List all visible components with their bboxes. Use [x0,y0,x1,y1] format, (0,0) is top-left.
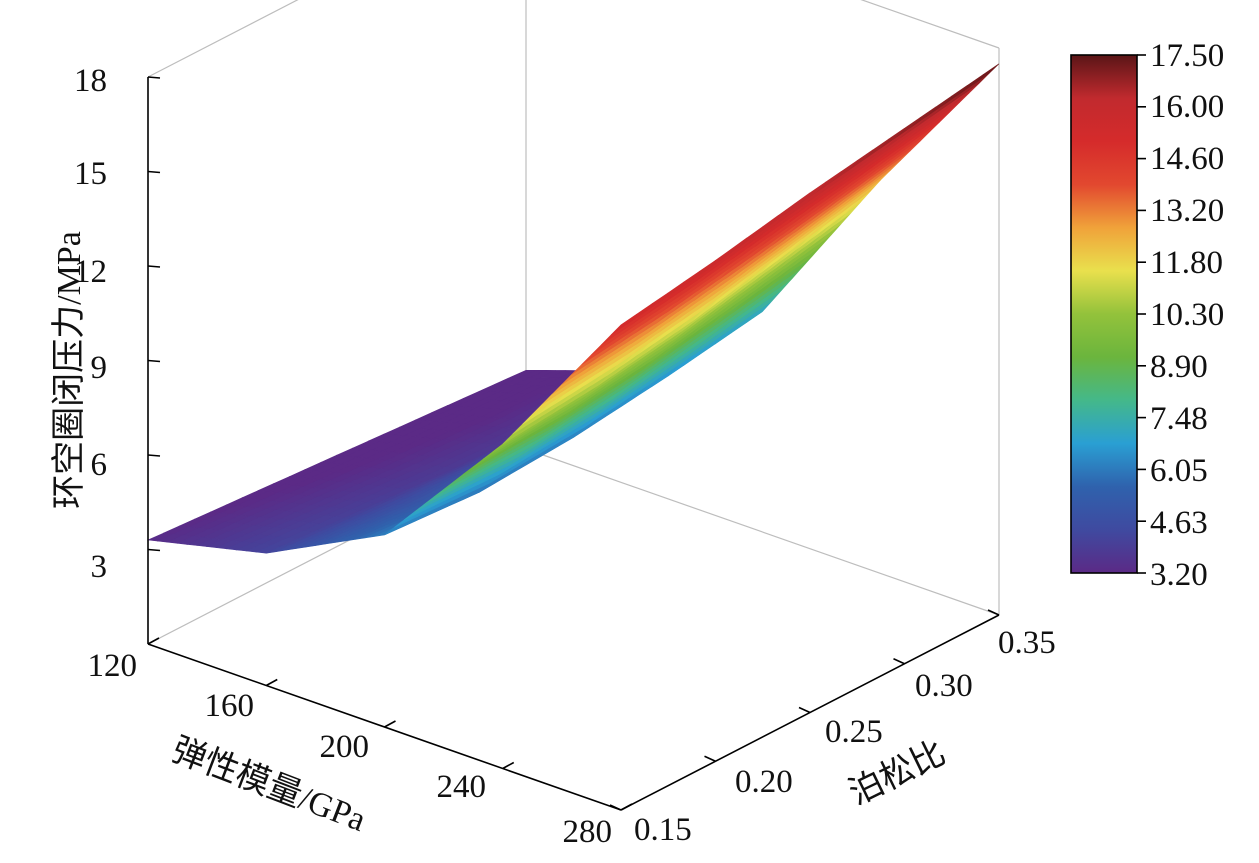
x-tick-label: 200 [320,729,370,765]
x-axis-tick-labels: 120 160 200 240 280 [88,648,613,850]
x-tick [147,637,160,645]
colorbar [1070,54,1138,574]
colorbar-label: 17.50 [1150,38,1224,74]
colorbar-label: 8.90 [1150,349,1208,385]
colorbar-label: 16.00 [1150,89,1224,125]
x-tick-label: 240 [437,769,487,805]
y-axis-tick-labels: 0.15 0.20 0.25 0.30 0.35 [634,625,1056,848]
colorbar-label: 4.63 [1150,505,1208,541]
z-tick [147,170,161,174]
x-tick [502,761,515,770]
y-tick-label: 0.25 [825,714,883,750]
surface-patch [610,313,638,336]
z-tick-label: 18 [74,63,107,99]
colorbar-label: 6.05 [1150,453,1208,489]
y-tick [987,609,1000,616]
colorbar-ticks [1137,54,1146,574]
z-tick-label: 12 [74,254,107,290]
x-tick [265,678,278,687]
colorbar-label: 7.48 [1150,401,1208,437]
y-tick-label: 0.20 [735,764,793,800]
z-tick [147,76,161,79]
y-tick [704,755,716,762]
x-tick [384,720,396,728]
frame-edge [147,0,299,78]
surface-patch [963,73,990,95]
surface-patch [973,63,1000,85]
y-tick-label: 0.15 [634,812,692,848]
colorbar-label: 13.20 [1150,193,1224,229]
frame-edge [525,448,1000,616]
colorbar-label: 3.20 [1150,557,1208,593]
x-tick-label: 160 [205,688,255,724]
x-tick-label: 120 [88,648,138,684]
colorbar-scale [1070,54,1138,574]
z-tick [147,454,161,457]
surface-plot [146,63,1000,554]
z-axis-title: 环空圈闭压力/MPa [50,231,88,509]
z-tick-label: 9 [91,350,108,386]
y-tick [609,804,622,811]
z-tick [147,359,161,363]
z-tick [147,548,161,552]
z-tick [147,265,161,268]
frame-edge [860,0,1000,49]
z-tick-label: 6 [91,447,108,483]
z-axis-tick-labels: 3 6 9 12 15 18 [74,63,107,585]
colorbar-label: 11.80 [1150,245,1223,281]
x-tick [620,803,633,811]
colorbar-label: 10.30 [1150,297,1224,333]
x-tick-label: 280 [563,814,613,850]
colorbar-label: 14.60 [1150,141,1224,177]
z-tick-label: 3 [91,549,108,585]
y-tick-label: 0.35 [998,625,1056,661]
tick-marks [147,76,1000,811]
y-tick [798,706,811,714]
y-tick [893,658,905,665]
y-tick-label: 0.30 [915,668,973,704]
z-tick-label: 15 [74,156,107,192]
colorbar-labels: 17.50 16.00 14.60 13.20 11.80 10.30 8.90… [1150,38,1224,593]
